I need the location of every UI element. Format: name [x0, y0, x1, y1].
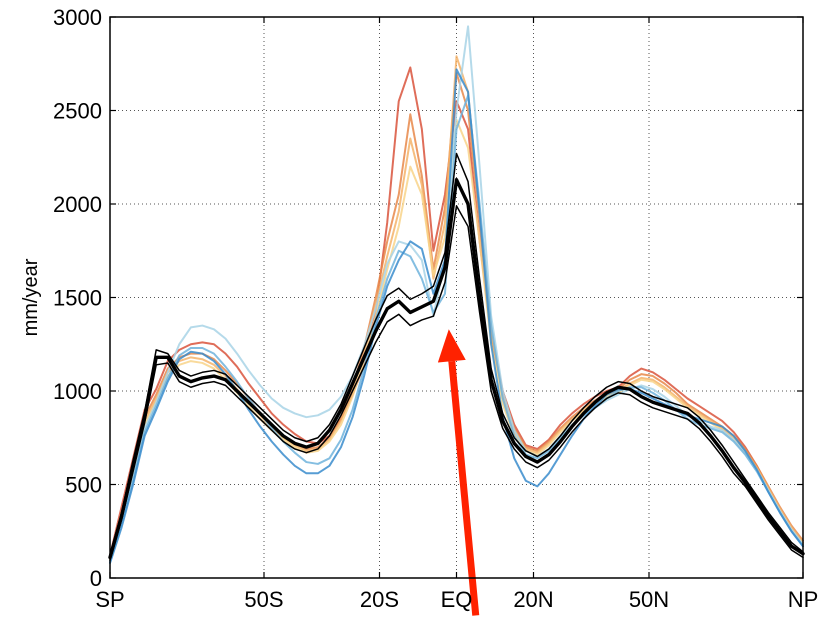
y-tick-label: 1000 — [53, 379, 102, 404]
x-tick-label: 50N — [629, 587, 669, 612]
series-line-1 — [109, 66, 804, 557]
x-tick-label: NP — [788, 587, 819, 612]
x-axis: SP 50S 20S EQ 20N 50N NP — [95, 17, 818, 612]
x-tick-label: 50S — [244, 587, 283, 612]
annotation-layer — [437, 329, 480, 616]
y-tick-label: 2500 — [53, 99, 102, 124]
y-axis-label: mm/year — [20, 258, 42, 336]
y-tick-label: 0 — [90, 566, 102, 591]
y-tick-label: 2000 — [53, 192, 102, 217]
series-layer — [108, 25, 805, 565]
annotation-arrow-shaft — [448, 360, 480, 616]
x-tick-label: 20S — [360, 587, 399, 612]
y-tick-label: 1500 — [53, 286, 102, 311]
series-line-8 — [108, 177, 805, 560]
y-tick-label: 500 — [65, 473, 102, 498]
y-tick-label: 3000 — [53, 5, 102, 30]
annotation-arrow-head — [437, 329, 466, 363]
series-line-10 — [109, 205, 804, 561]
x-tick-label: 20N — [513, 587, 553, 612]
series-line-3 — [109, 55, 804, 560]
series-line-9 — [109, 152, 804, 556]
x-tick-label: SP — [95, 587, 124, 612]
x-tick-label: EQ — [441, 587, 473, 612]
y-axis: 0 500 1000 1500 2000 2500 3000 — [53, 5, 803, 591]
